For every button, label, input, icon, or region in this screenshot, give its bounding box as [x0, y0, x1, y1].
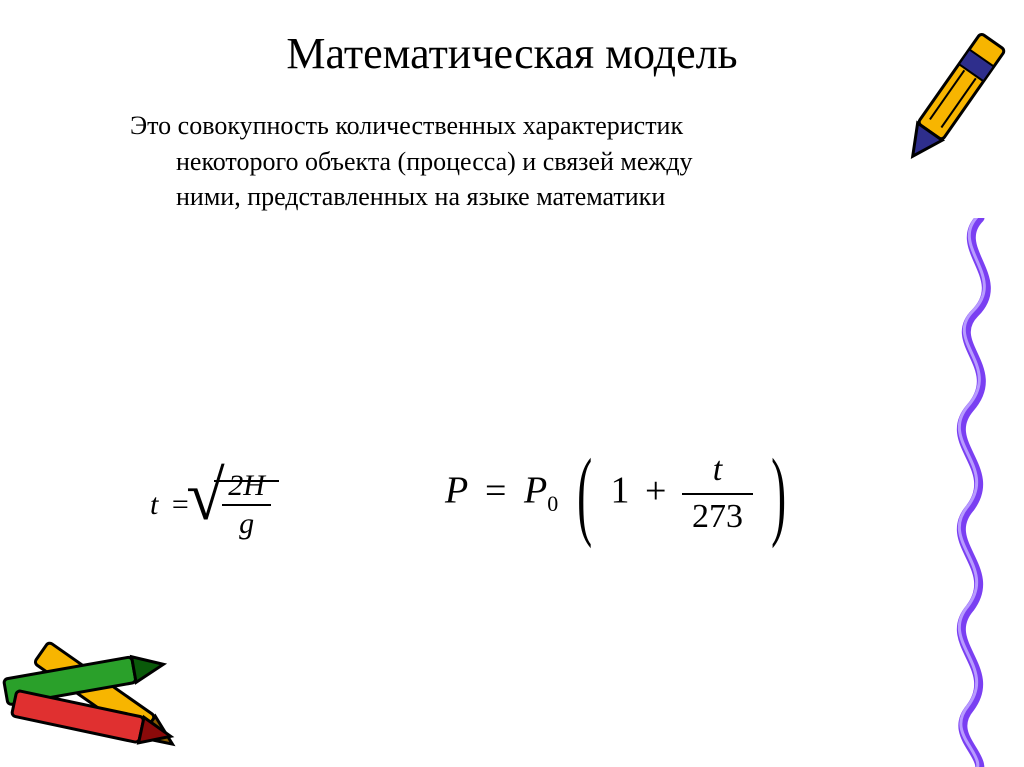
- crayons-bottom-left-icon: [0, 613, 210, 767]
- formula-2-one: 1: [611, 470, 630, 512]
- definition-line-1: Это совокупность количественных характер…: [130, 111, 683, 140]
- formula-2-fraction: t 273: [682, 448, 753, 540]
- formula-2-rhs-base: P: [524, 470, 547, 512]
- formula-1-denominator: g: [222, 506, 271, 542]
- paren-close-icon: ): [772, 459, 787, 529]
- formula-2-rhs-sub: 0: [547, 491, 558, 516]
- formula-2-plus: +: [645, 470, 666, 512]
- definition-line-3: ними, представленных на языке математики: [176, 182, 665, 211]
- formula-1-lhs: t: [150, 488, 158, 522]
- definition-text: Это совокупность количественных характер…: [130, 108, 934, 213]
- formula-1-numerator: 2H: [222, 468, 271, 506]
- slide: Математическая модель Это совокупность к…: [0, 28, 1024, 767]
- paren-open-icon: (: [577, 459, 592, 529]
- formula-2-numerator: t: [682, 448, 753, 495]
- formula-1: t = √ 2H g: [150, 468, 279, 542]
- formula-2-denominator: 273: [682, 495, 753, 540]
- sqrt-icon: √ 2H g: [208, 468, 279, 542]
- formula-2-eq: =: [485, 470, 506, 512]
- formula-2: P = P0 ( 1 + t 273 ): [445, 448, 796, 540]
- slide-title: Математическая модель: [0, 28, 1024, 79]
- crayon-top-right-icon: [880, 18, 1020, 188]
- formula-2-lhs: P: [445, 470, 468, 512]
- formula-1-fraction: 2H g: [222, 468, 271, 542]
- definition-line-2: некоторого объекта (процесса) и связей м…: [176, 147, 693, 176]
- squiggle-right-icon: [930, 218, 1020, 767]
